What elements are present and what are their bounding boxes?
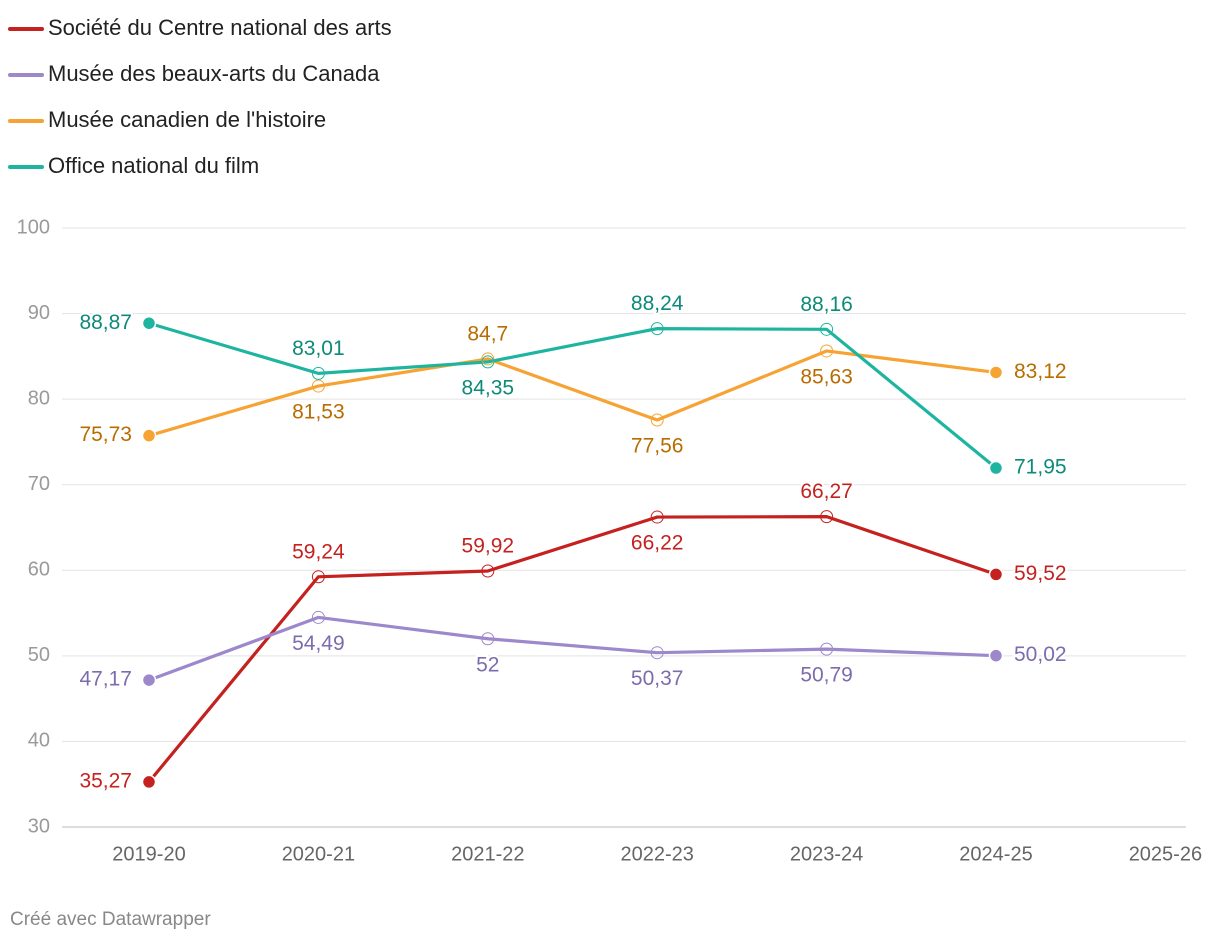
series-line: [148, 349, 997, 438]
value-label: 54,49: [292, 632, 345, 655]
value-label: 77,56: [631, 435, 684, 458]
data-point: [311, 379, 325, 393]
data-point: [650, 322, 664, 336]
data-point: [650, 510, 664, 524]
footer: Créé avec Datawrapper: [10, 909, 211, 930]
value-label: 50,79: [800, 664, 853, 687]
data-point: [820, 322, 834, 336]
value-label: 83,12: [1014, 360, 1067, 383]
value-label: 84,35: [462, 376, 515, 399]
data-point: [650, 646, 664, 660]
legend-label: Office national du film: [48, 153, 259, 178]
value-label: 50,02: [1014, 643, 1067, 666]
data-point: [311, 366, 325, 380]
data-point: [141, 774, 157, 790]
value-label: 81,53: [292, 401, 345, 424]
value-label: 84,7: [467, 322, 508, 345]
value-label: 71,95: [1014, 456, 1067, 479]
value-label: 75,73: [79, 423, 132, 446]
value-label: 35,27: [79, 769, 132, 792]
legend-label: Musée canadien de l'histoire: [48, 107, 326, 132]
value-label: 88,16: [800, 293, 853, 316]
y-tick-label: 70: [28, 473, 50, 495]
value-label: 66,27: [800, 480, 853, 503]
x-tick-label: 2025-26: [1129, 843, 1202, 865]
data-point: [988, 365, 1004, 380]
data-point: [481, 355, 495, 369]
value-label: 88,24: [631, 292, 684, 315]
legend-label: Musée des beaux-arts du Canada: [48, 61, 380, 86]
value-label: 52: [476, 653, 499, 676]
x-tick-label: 2022-23: [620, 843, 693, 865]
y-tick-label: 100: [17, 216, 50, 238]
data-point: [988, 567, 1004, 582]
value-label: 59,24: [292, 540, 345, 563]
data-point: [481, 632, 495, 646]
data-point: [820, 344, 834, 358]
data-point: [481, 352, 495, 366]
data-point: [988, 648, 1004, 663]
value-label: 83,01: [292, 337, 345, 360]
x-tick-label: 2024-25: [959, 843, 1032, 865]
value-label: 85,63: [800, 366, 853, 389]
series-line: [148, 615, 997, 682]
data-point: [311, 610, 325, 624]
y-tick-label: 50: [28, 644, 50, 666]
x-tick-label: 2023-24: [790, 843, 863, 865]
data-point: [650, 413, 664, 427]
series-line: [148, 321, 998, 470]
x-tick-label: 2020-21: [282, 843, 355, 865]
data-point: [141, 315, 157, 331]
series-line: [147, 515, 997, 783]
x-tick-label: 2021-22: [451, 843, 524, 865]
value-label: 88,87: [79, 311, 132, 334]
value-label: 59,92: [462, 535, 515, 558]
y-tick-label: 40: [28, 730, 50, 752]
y-tick-label: 90: [28, 302, 50, 324]
y-tick-label: 80: [28, 387, 50, 409]
data-point: [141, 428, 157, 443]
data-point: [311, 570, 325, 584]
data-point: [820, 510, 834, 524]
data-point: [820, 642, 834, 656]
value-label: 66,22: [631, 532, 684, 555]
x-tick-label: 2019-20: [112, 843, 185, 865]
value-label: 50,37: [631, 667, 684, 690]
y-tick-label: 30: [28, 815, 50, 837]
legend-label: Société du Centre national des arts: [48, 15, 392, 40]
y-tick-label: 60: [28, 559, 50, 581]
data-point: [481, 564, 495, 578]
value-label: 47,17: [79, 668, 132, 691]
value-label: 59,52: [1014, 562, 1067, 585]
data-point: [141, 672, 157, 688]
data-point: [988, 460, 1004, 476]
